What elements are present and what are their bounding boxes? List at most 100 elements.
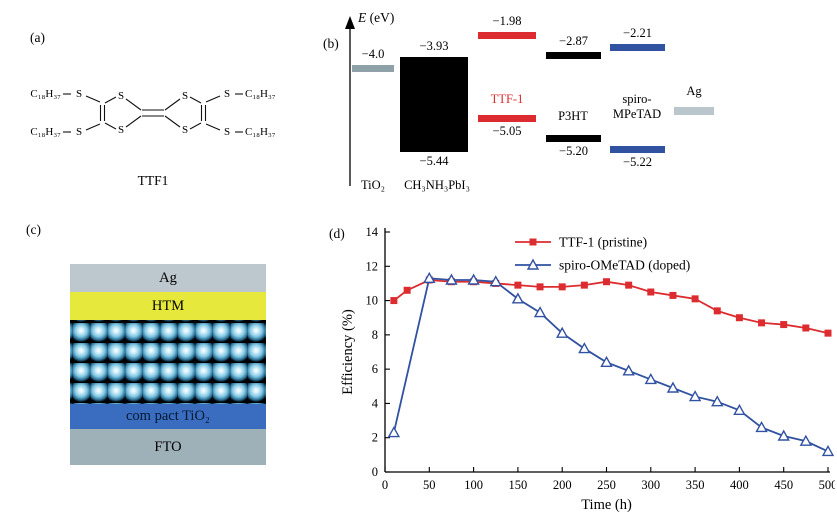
data-point <box>600 355 613 367</box>
x-tick-label: 300 <box>641 478 660 492</box>
data-point <box>735 314 743 322</box>
energy-value-p3ht-lumo: −2.87 <box>559 34 588 48</box>
panel-c-label: (c) <box>26 222 41 237</box>
y-tick-label: 14 <box>366 225 379 239</box>
energy-axis <box>345 16 355 186</box>
x-tick-label: 450 <box>774 478 793 492</box>
energy-value-p3ht-homo: −5.20 <box>559 144 588 158</box>
data-point <box>647 288 655 296</box>
data-point <box>802 324 810 332</box>
material-label-spiro-line1: spiro- <box>622 92 652 106</box>
data-point <box>691 295 699 303</box>
device-layer-perovskite <box>70 320 266 404</box>
data-point <box>558 283 566 291</box>
x-tick-label: 0 <box>382 478 388 492</box>
data-point <box>467 273 480 285</box>
energy-level-tio2-cb <box>352 65 394 72</box>
alkyl-chain-label: C₁₈H₃₇ <box>245 88 276 100</box>
device-layer-compact-tio2: com pact TiO₂ <box>70 404 266 429</box>
y-tick-label: 2 <box>372 431 378 445</box>
device-layer-label: Ag <box>159 269 177 286</box>
panel-b-label: (b) <box>323 36 339 51</box>
y-axis-title: Efficiency (%) <box>340 309 356 395</box>
x-tick-label: 150 <box>509 478 528 492</box>
x-tick-label: 50 <box>423 478 436 492</box>
legend-label: spiro-OMeTAD (doped) <box>559 258 690 273</box>
molecule-name: TTF1 <box>138 173 169 188</box>
y-tick-label: 4 <box>372 396 379 410</box>
material-label-ttf1: TTF-1 <box>490 92 524 106</box>
data-point <box>733 403 746 415</box>
x-tick-label: 500 <box>819 478 835 492</box>
energy-value-ttf1-homo: −5.05 <box>492 124 522 138</box>
alkyl-chain-label: C₁₈H₃₇ <box>30 126 61 138</box>
data-point <box>556 326 569 338</box>
axis-unit: (eV) <box>366 10 395 25</box>
y-tick-label: 12 <box>366 259 379 273</box>
atom-labels: S S S S S S S S C₁₈H₃₇ C₁₈H₃₇ C₁₈H₃₇ C₁₈… <box>30 88 275 138</box>
data-point <box>713 307 721 315</box>
sulfur-atom-label: S <box>224 126 230 138</box>
data-point <box>580 281 588 289</box>
y-tick-label: 0 <box>372 465 378 479</box>
bond-lines <box>63 93 243 133</box>
energy-value-perovskite: −5.44 <box>419 154 449 168</box>
alkyl-chain-label: C₁₈H₃₇ <box>30 88 61 100</box>
energy-value-tio2-cb: −4.0 <box>361 47 385 61</box>
alkyl-chain-label: C₁₈H₃₇ <box>245 126 276 138</box>
data-point <box>821 444 835 457</box>
data-point <box>644 372 657 385</box>
data-point <box>688 390 702 402</box>
y-tick-label: 10 <box>366 294 379 308</box>
panel-a-label: (a) <box>30 30 45 45</box>
x-axis-title: Time (h) <box>581 497 632 513</box>
data-point <box>755 420 768 433</box>
data-point <box>625 281 633 289</box>
data-point <box>387 426 401 438</box>
efficiency-chart: 0 50 100 150 200 250 300 350 400 450 500 0 2 4 6 8 10 12 1… <box>340 225 835 513</box>
data-point <box>603 278 610 286</box>
sulfur-atom-label: S <box>182 124 188 136</box>
energy-level-diagram: E (eV) TiO₂ CH₃NH₃PbI₃ −4.0 −3.93 −5.44 −1.… <box>338 8 758 213</box>
ttf1-structure: S S S S S S S S C₁₈H₃₇ C₁₈H₃₇ C₁₈H₃₇ C₁₈… <box>30 88 275 188</box>
data-point <box>514 281 522 289</box>
energy-level-spiro-lumo <box>610 44 665 51</box>
x-tick-label: 100 <box>464 478 483 492</box>
panel-d-label: (d) <box>329 226 345 241</box>
energy-level-p3ht-homo <box>546 135 601 142</box>
sulfur-atom-label: S <box>76 88 82 100</box>
data-point <box>533 306 547 318</box>
device-layer-htm: HTM <box>70 292 266 320</box>
data-point <box>669 291 677 299</box>
axis-symbol: E <box>358 10 367 25</box>
energy-axis-label: E (eV) <box>358 10 394 26</box>
energy-level-ag <box>674 107 714 115</box>
material-label-p3ht: P3HT <box>558 109 588 123</box>
sulfur-atom-label: S <box>182 90 188 102</box>
energy-level-ttf1-homo <box>478 115 536 122</box>
bottom-label-perovskite: CH₃NH₃PbI₃ <box>404 178 470 192</box>
energy-value-spiro-homo: −5.22 <box>623 155 652 169</box>
x-tick-label: 200 <box>553 478 572 492</box>
y-tick-label: 6 <box>372 362 378 376</box>
device-layer-fto: FTO <box>70 429 266 465</box>
energy-value-perovskite: −3.93 <box>419 39 449 53</box>
device-layer-label: com pact TiO₂ <box>125 408 210 424</box>
sulfur-atom-label: S <box>224 88 230 100</box>
sulfur-atom-label: S <box>118 90 124 102</box>
energy-level-spiro-homo <box>610 146 665 153</box>
data-point <box>758 319 766 327</box>
energy-value-ttf1-lumo: −1.98 <box>492 14 522 28</box>
device-structure: Ag HTM com pact TiO₂ FTO <box>70 264 266 465</box>
data-point <box>799 434 813 446</box>
data-point <box>445 273 458 285</box>
x-tick-label: 350 <box>686 478 705 492</box>
data-point <box>403 286 411 294</box>
legend-marker <box>529 238 537 246</box>
sulfur-atom-label: S <box>76 126 82 138</box>
bottom-label-tio2: TiO₂ <box>360 178 386 192</box>
x-tick-label: 250 <box>597 478 616 492</box>
data-point <box>711 395 724 407</box>
energy-level-p3ht-lumo <box>546 52 601 59</box>
material-label-spiro-line2: MPeTAD <box>612 107 662 121</box>
